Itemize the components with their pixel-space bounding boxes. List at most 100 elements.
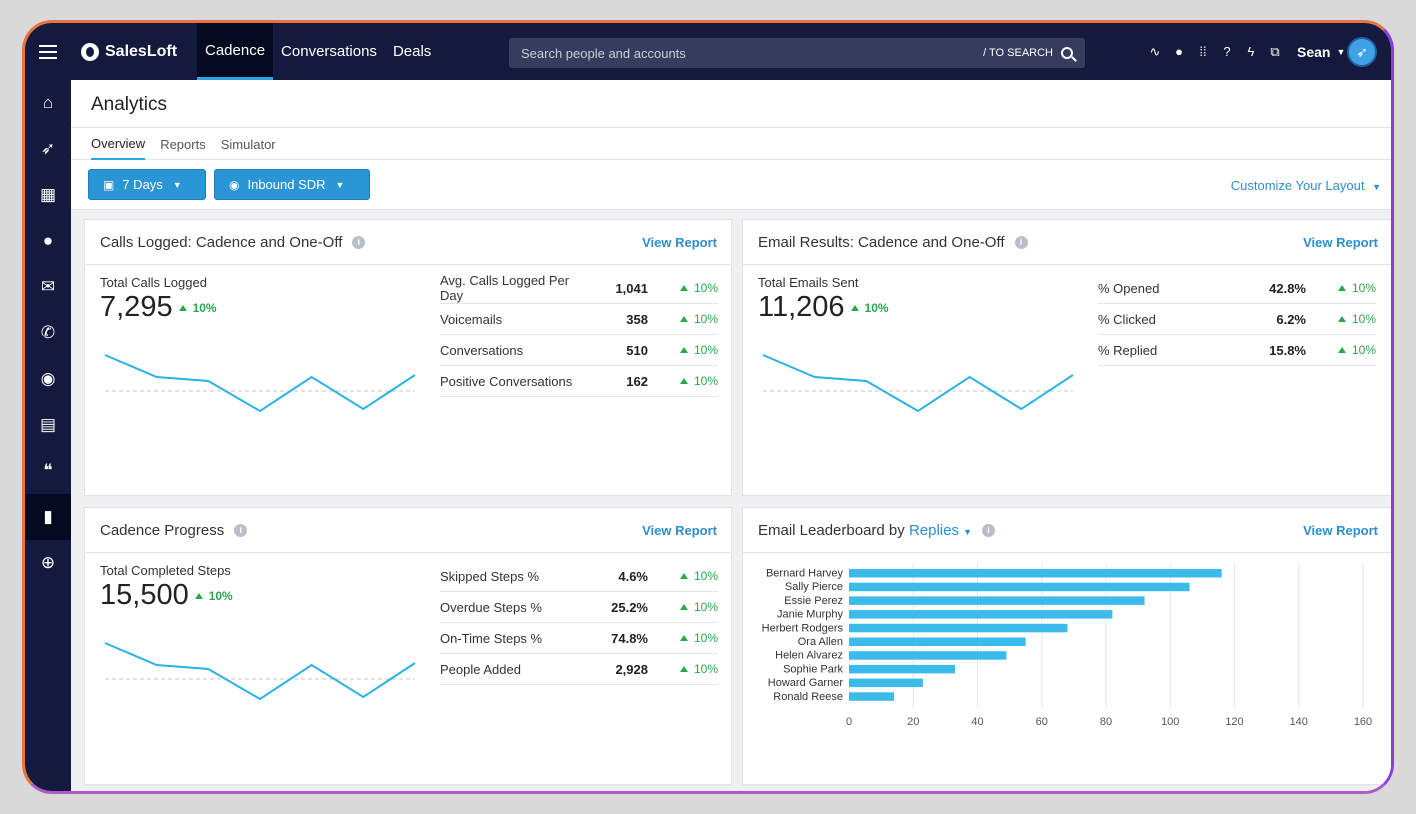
bar[interactable]: [849, 623, 1068, 633]
up-arrow-icon: [850, 305, 859, 312]
card-header: Email Results: Cadence and One-Off i Vie…: [743, 220, 1391, 265]
card-header: Cadence Progress i View Report: [85, 508, 731, 553]
org-icon[interactable]: ⧉: [1270, 43, 1280, 59]
page-title: Analytics: [71, 80, 1391, 128]
bar[interactable]: [849, 582, 1190, 592]
quote-icon[interactable]: ❝: [43, 461, 53, 480]
tab-overview[interactable]: Overview: [91, 128, 146, 160]
metric-label: Conversations: [440, 342, 524, 358]
user-menu[interactable]: Sean ▼: [1297, 44, 1345, 60]
chevron-down-icon: ▼: [335, 179, 345, 190]
chevron-down-icon: ▼: [172, 179, 182, 190]
metric-delta: 10%: [648, 281, 718, 295]
info-icon[interactable]: i: [1014, 235, 1028, 249]
hamburger-menu-icon[interactable]: [25, 23, 71, 80]
category-label: Sophie Park: [783, 663, 843, 675]
card-title: Email Leaderboard by Replies ▼: [758, 522, 972, 539]
analytics-icon[interactable]: ▮: [25, 494, 71, 540]
chevron-down-icon: ▼: [963, 526, 973, 537]
date-range-dropdown[interactable]: ▣ 7 Days ▼: [88, 169, 206, 200]
rocket-launch-icon[interactable]: ➶: [1347, 37, 1377, 67]
view-report-link[interactable]: View Report: [1303, 523, 1378, 538]
logo-mark-icon: [81, 42, 99, 61]
info-icon[interactable]: i: [234, 523, 248, 537]
delta-text: 10%: [693, 343, 718, 357]
metric-dropdown[interactable]: Replies ▼: [909, 522, 972, 539]
delta-text: 10%: [208, 589, 233, 604]
dialpad-icon[interactable]: ⁞⁞: [1199, 44, 1207, 59]
home-icon[interactable]: ⌂: [42, 93, 54, 112]
metric-row: Avg. Calls Logged Per Day 1,041 10%: [440, 273, 718, 304]
bar[interactable]: [849, 664, 956, 674]
sparkline-series: [104, 642, 416, 701]
metric-row: % Clicked 6.2% 10%: [1098, 304, 1376, 335]
info-icon[interactable]: i: [982, 523, 996, 537]
tab-simulator[interactable]: Simulator: [220, 136, 276, 152]
delta-text: 10%: [693, 662, 718, 676]
metric-value: 2,928: [615, 661, 648, 677]
delta-text: 10%: [693, 281, 718, 295]
delta-text: 10%: [693, 600, 718, 614]
dashboard-grid: Calls Logged: Cadence and One-Off i View…: [80, 219, 1391, 791]
category-label: Sally Pierce: [785, 581, 843, 593]
bar[interactable]: [849, 651, 1007, 660]
metric-value: 6.2%: [1276, 311, 1306, 327]
x-tick-label: 100: [1161, 716, 1179, 728]
bar[interactable]: [849, 610, 1113, 619]
card-header: Email Leaderboard by Replies ▼ i View Re…: [743, 508, 1391, 553]
mail-icon[interactable]: ✉: [40, 277, 56, 296]
tab-reports[interactable]: Reports: [160, 136, 206, 152]
global-search-input[interactable]: Search people and accounts / TO SEARCH: [509, 38, 1085, 68]
bar[interactable]: [849, 637, 1026, 647]
chat-icon[interactable]: ●: [1175, 44, 1183, 59]
metric-delta: 10%: [648, 343, 718, 357]
search-icon[interactable]: [1061, 47, 1073, 59]
nav-tab-deals[interactable]: Deals: [392, 43, 432, 60]
view-report-link[interactable]: View Report: [642, 523, 717, 538]
metric-delta: 10%: [648, 312, 718, 326]
bolt-icon[interactable]: ϟ: [1247, 44, 1255, 59]
pulse-icon[interactable]: ∿: [1149, 43, 1161, 59]
building-icon[interactable]: ▦: [39, 185, 57, 204]
salesloft-logo[interactable]: SalesLoft: [81, 42, 197, 61]
person-icon[interactable]: ●: [42, 231, 54, 250]
metric-label: People Added: [440, 661, 521, 677]
nav-tab-conversations[interactable]: Conversations: [281, 43, 377, 60]
delta-text: 10%: [1351, 281, 1376, 295]
category-label: Howard Garner: [768, 677, 844, 689]
top-navbar: SalesLoft Cadence Conversations Deals Se…: [25, 23, 1391, 80]
delta-text: 10%: [693, 569, 718, 583]
bar[interactable]: [849, 678, 923, 688]
help-icon[interactable]: ?: [1223, 44, 1231, 59]
info-icon[interactable]: i: [352, 235, 366, 249]
top-icon-bar: ∿ ● ⁞⁞ ? ϟ ⧉ Sean ▼: [1143, 23, 1346, 80]
nav-tab-cadence[interactable]: Cadence: [197, 23, 274, 80]
big-metric-number: 7,295: [100, 291, 173, 323]
rocket-icon[interactable]: ➶: [40, 139, 56, 158]
target-icon[interactable]: ⊕: [40, 553, 56, 572]
metric-value: 74.8%: [611, 630, 648, 646]
document-icon[interactable]: ▤: [39, 415, 57, 434]
bar[interactable]: [849, 596, 1145, 605]
view-report-link[interactable]: View Report: [642, 235, 717, 250]
up-arrow-icon: [679, 573, 688, 579]
filter-bar: ▣ 7 Days ▼ ◉ Inbound SDR ▼ Customize You…: [71, 160, 1391, 210]
customize-layout-link[interactable]: Customize Your Layout ▼: [1231, 178, 1381, 193]
category-label: Herbert Rodgers: [762, 622, 844, 634]
up-arrow-icon: [679, 316, 688, 322]
metric-value: 1,041: [615, 280, 648, 296]
big-metric-value: 15,500 10%: [100, 579, 233, 612]
search-placeholder: Search people and accounts: [521, 45, 686, 61]
up-arrow-icon: [679, 604, 688, 610]
metrics-list: % Opened 42.8% 10%% Clicked 6.2% 10%% Replie…: [1098, 273, 1376, 366]
metric-value: 42.8%: [1269, 280, 1306, 296]
view-report-link[interactable]: View Report: [1303, 235, 1378, 250]
bar[interactable]: [849, 569, 1222, 578]
category-label: Bernard Harvey: [766, 568, 844, 580]
phone-icon[interactable]: ✆: [40, 323, 56, 342]
team-dropdown[interactable]: ◉ Inbound SDR ▼: [214, 169, 370, 200]
aperture-icon[interactable]: ◉: [40, 369, 56, 388]
up-arrow-icon: [679, 635, 688, 641]
metric-row: % Opened 42.8% 10%: [1098, 273, 1376, 304]
bar[interactable]: [849, 692, 894, 701]
